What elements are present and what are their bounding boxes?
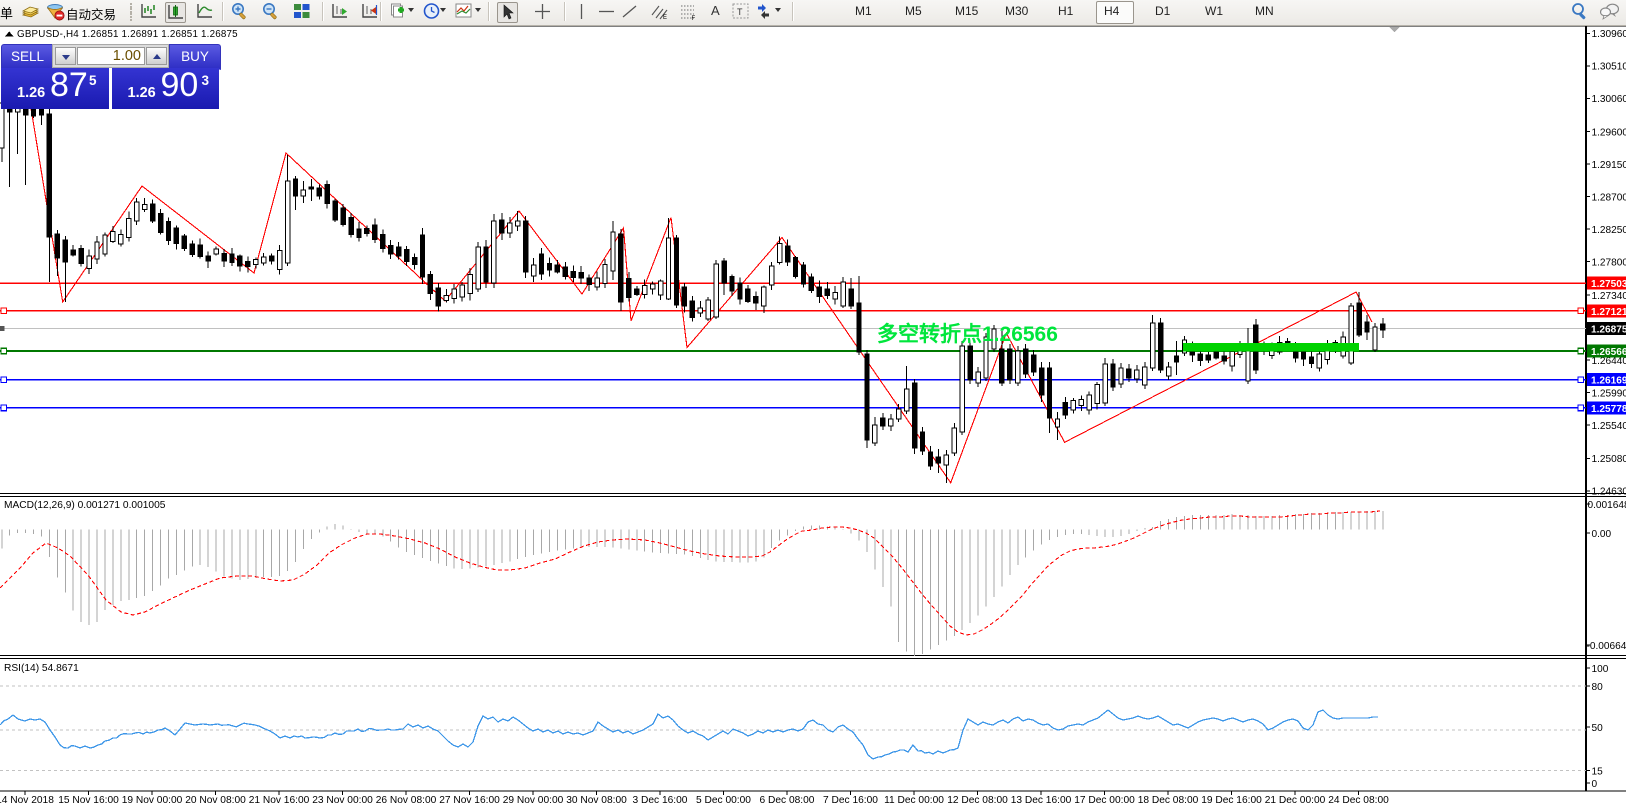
svg-text:1.25778: 1.25778 [1591, 404, 1626, 415]
svg-text:30 Nov 08:00: 30 Nov 08:00 [566, 795, 627, 806]
svg-text:20 Nov 08:00: 20 Nov 08:00 [185, 795, 246, 806]
svg-text:5 Dec 00:00: 5 Dec 00:00 [696, 795, 751, 806]
svg-text:多空转折点1.26566: 多空转折点1.26566 [877, 322, 1058, 346]
svg-text:1.25080: 1.25080 [1592, 454, 1626, 465]
svg-text:29 Nov 00:00: 29 Nov 00:00 [503, 795, 564, 806]
svg-text:1.27340: 1.27340 [1592, 291, 1626, 302]
svg-text:-0.00664: -0.00664 [1587, 641, 1626, 652]
svg-text:F: F [692, 16, 696, 21]
svg-text:T: T [737, 7, 743, 17]
svg-text:14 Nov 2018: 14 Nov 2018 [0, 795, 54, 806]
svg-text:1.27800: 1.27800 [1592, 258, 1626, 269]
svg-text:50: 50 [1592, 723, 1604, 734]
svg-text:1.30960: 1.30960 [1592, 29, 1626, 40]
svg-text:1.28700: 1.28700 [1592, 193, 1626, 204]
svg-text:MACD(12,26,9) 0.001271 0.00100: MACD(12,26,9) 0.001271 0.001005 [4, 500, 166, 511]
svg-text:GBPUSD-,H4 1.26851 1.26891 1.: GBPUSD-,H4 1.26851 1.26891 1.26851 1.268… [17, 29, 238, 40]
svg-text:24 Dec 08:00: 24 Dec 08:00 [1328, 795, 1389, 806]
svg-text:80: 80 [1592, 682, 1604, 693]
svg-text:15 Nov 16:00: 15 Nov 16:00 [58, 795, 119, 806]
svg-text:26 Nov 08:00: 26 Nov 08:00 [376, 795, 437, 806]
svg-text:1.25990: 1.25990 [1592, 388, 1626, 399]
svg-text:1.28250: 1.28250 [1592, 225, 1626, 236]
svg-text:1.26566: 1.26566 [1591, 347, 1626, 358]
svg-text:7 Dec 16:00: 7 Dec 16:00 [823, 795, 878, 806]
svg-text:1.26875: 1.26875 [1591, 325, 1626, 336]
svg-text:1.29600: 1.29600 [1592, 127, 1626, 138]
svg-text:0: 0 [1592, 779, 1598, 790]
svg-text:0.00: 0.00 [1592, 529, 1612, 540]
svg-text:15: 15 [1592, 766, 1604, 777]
svg-text:21 Nov 16:00: 21 Nov 16:00 [249, 795, 310, 806]
svg-text:19 Dec 16:00: 19 Dec 16:00 [1201, 795, 1262, 806]
svg-text:0.001648: 0.001648 [1588, 500, 1626, 511]
svg-text:18 Dec 08:00: 18 Dec 08:00 [1138, 795, 1199, 806]
svg-text:100: 100 [1592, 664, 1609, 675]
svg-text:19 Nov 00:00: 19 Nov 00:00 [122, 795, 183, 806]
svg-text:13 Dec 16:00: 13 Dec 16:00 [1011, 795, 1072, 806]
svg-text:1.29150: 1.29150 [1592, 160, 1626, 171]
svg-text:6 Dec 08:00: 6 Dec 08:00 [760, 795, 815, 806]
svg-text:21 Dec 00:00: 21 Dec 00:00 [1265, 795, 1326, 806]
svg-text:RSI(14) 54.8671: RSI(14) 54.8671 [4, 663, 79, 674]
svg-text:17 Dec 00:00: 17 Dec 00:00 [1074, 795, 1135, 806]
svg-text:1.30060: 1.30060 [1592, 94, 1626, 105]
svg-text:1.27503: 1.27503 [1591, 279, 1626, 290]
svg-text:1.27121: 1.27121 [1591, 307, 1626, 318]
svg-text:11 Dec 00:00: 11 Dec 00:00 [884, 795, 944, 806]
svg-text:1.26440: 1.26440 [1592, 356, 1626, 367]
svg-text:E: E [663, 15, 667, 21]
svg-text:12 Dec 08:00: 12 Dec 08:00 [947, 795, 1008, 806]
svg-text:27 Nov 16:00: 27 Nov 16:00 [439, 795, 500, 806]
svg-text:1.25540: 1.25540 [1592, 421, 1626, 432]
svg-text:23 Nov 00:00: 23 Nov 00:00 [312, 795, 373, 806]
svg-text:1.24630: 1.24630 [1592, 487, 1626, 498]
svg-text:1.30510: 1.30510 [1592, 62, 1626, 73]
svg-text:3 Dec 16:00: 3 Dec 16:00 [633, 795, 688, 806]
svg-text:1.26169: 1.26169 [1591, 376, 1626, 387]
